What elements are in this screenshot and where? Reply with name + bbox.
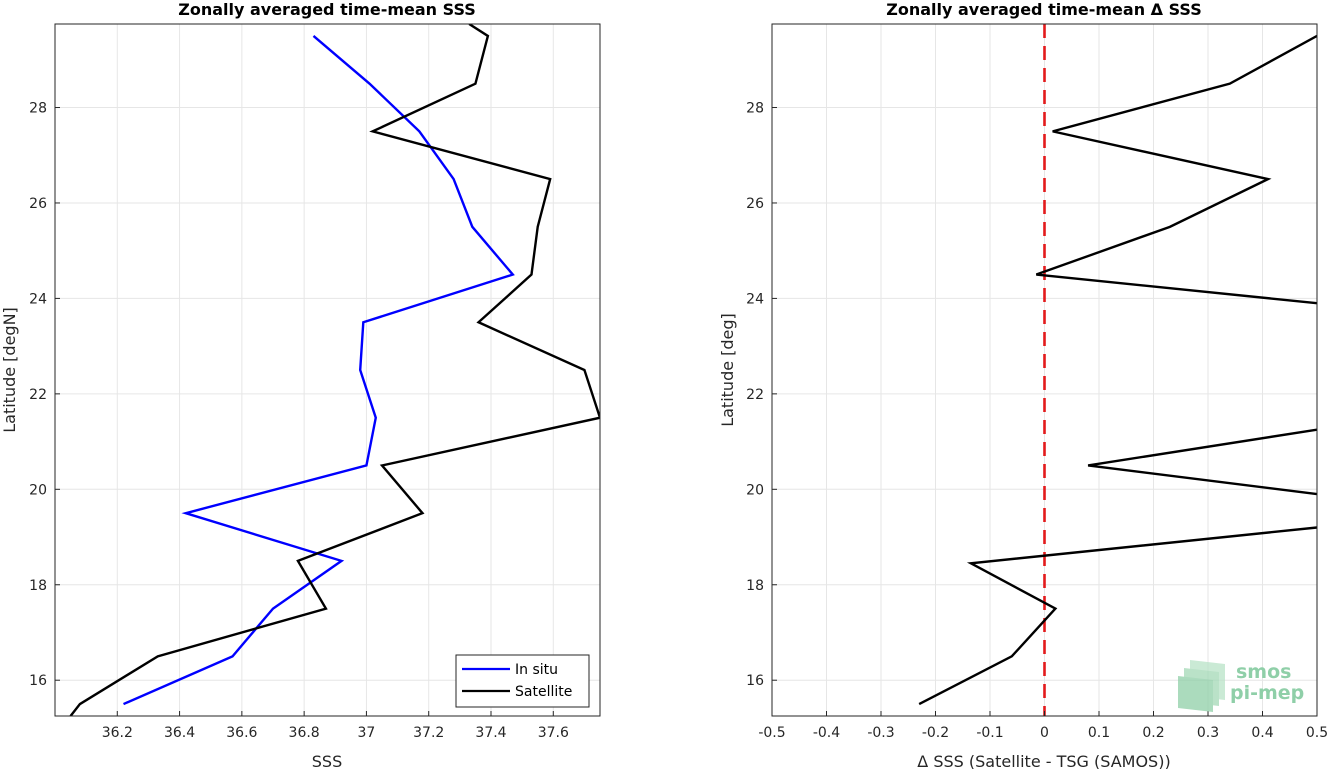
legend-label-in-situ: In situ — [515, 662, 558, 678]
series-line-delta-0 — [918, 34, 1317, 706]
x-tick-label: 0.5 — [1306, 725, 1328, 741]
x-tick-label: 36.4 — [164, 725, 195, 741]
y-tick-label: 24 — [29, 291, 47, 307]
x-tick-label: 36.8 — [289, 725, 320, 741]
y-tick-label: 22 — [746, 387, 764, 403]
right-chart-title: Zonally averaged time-mean Δ SSS — [886, 0, 1202, 19]
left-ticks: 36.2 36.4 36.6 36.8 37 37.2 37.4 37.6 16 18 20 22 24… — [29, 101, 569, 741]
x-tick-label: -0.2 — [922, 725, 949, 741]
y-tick-label: 24 — [746, 291, 764, 307]
y-tick-label: 20 — [29, 482, 47, 498]
y-tick-label: 28 — [746, 101, 764, 117]
left-series-group — [69, 24, 600, 716]
x-tick-label: -0.1 — [976, 725, 1003, 741]
x-tick-label: 0.4 — [1251, 725, 1273, 741]
legend-label-satellite: Satellite — [515, 684, 572, 700]
x-tick-label: 36.2 — [102, 725, 133, 741]
logo-wave-icon — [1178, 660, 1225, 712]
right-y-axis-label: Latitude [deg] — [718, 313, 737, 427]
left-plot-area — [55, 24, 600, 716]
right-x-axis-label: Δ SSS (Satellite - TSG (SAMOS)) — [917, 752, 1170, 769]
smos-pi-mep-logo: smos pi-mep — [1178, 660, 1304, 712]
y-tick-label: 26 — [746, 196, 764, 212]
legend: In situ Satellite — [455, 654, 590, 708]
y-tick-label: 28 — [29, 101, 47, 117]
x-tick-label: 36.6 — [226, 725, 257, 741]
left-chart-title: Zonally averaged time-mean SSS — [178, 0, 476, 19]
logo-text-smos: smos — [1236, 661, 1291, 683]
x-tick-label: -0.3 — [867, 725, 894, 741]
right-ticks: -0.5 -0.4 -0.3 -0.2 -0.1 0 0.1 0.2 0.3 0.4 0.5 16 18… — [746, 101, 1328, 741]
x-tick-label: 37.6 — [538, 725, 569, 741]
left-x-axis-label: SSS — [312, 752, 342, 769]
y-tick-label: 20 — [746, 482, 764, 498]
legend-box — [455, 654, 590, 708]
left-axes-box — [54, 23, 601, 717]
left-chart: 36.2 36.4 36.6 36.8 37 37.2 37.4 37.6 16 18 20 22 24… — [0, 0, 601, 769]
x-tick-label: -0.4 — [813, 725, 840, 741]
y-tick-label: 16 — [746, 673, 764, 689]
x-tick-label: 0.2 — [1142, 725, 1164, 741]
series-line-satellite — [69, 24, 600, 716]
right-series-group — [918, 34, 1317, 706]
x-tick-label: 37.4 — [475, 725, 506, 741]
y-tick-label: 22 — [29, 387, 47, 403]
x-tick-label: 37.2 — [413, 725, 444, 741]
x-tick-label: 0.3 — [1197, 725, 1219, 741]
logo-text-pi-mep: pi-mep — [1230, 682, 1304, 704]
y-tick-label: 18 — [29, 578, 47, 594]
y-tick-label: 26 — [29, 196, 47, 212]
left-grid — [55, 24, 600, 716]
y-tick-label: 18 — [746, 578, 764, 594]
x-tick-label: -0.5 — [758, 725, 785, 741]
x-tick-label: 37 — [358, 725, 376, 741]
left-y-axis-label: Latitude [degN] — [0, 307, 19, 433]
x-tick-label: 0.1 — [1088, 725, 1110, 741]
x-tick-label: 0 — [1040, 725, 1049, 741]
y-tick-label: 16 — [29, 673, 47, 689]
right-chart: -0.5 -0.4 -0.3 -0.2 -0.1 0 0.1 0.2 0.3 0.4 0.5 16 18… — [718, 0, 1328, 769]
